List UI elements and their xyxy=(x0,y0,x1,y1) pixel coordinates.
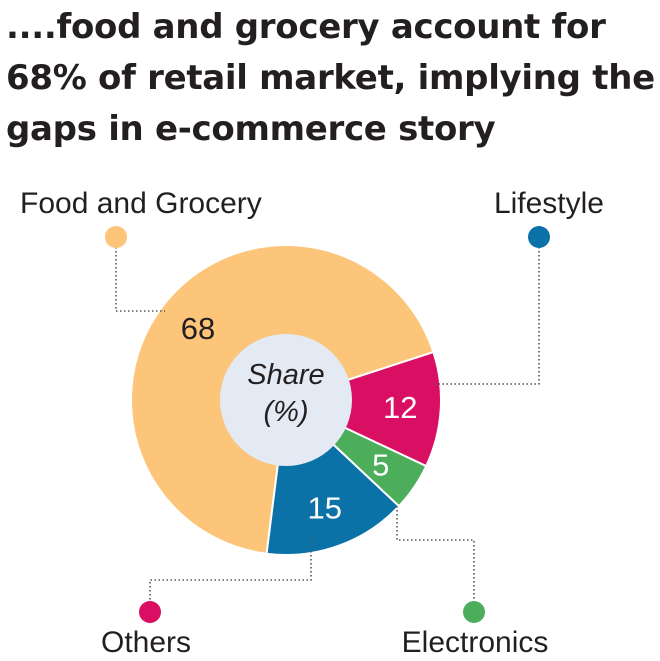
legend-dot-lifestyle xyxy=(528,226,550,248)
leader-lines xyxy=(115,247,540,602)
center-label-line-2: (%) xyxy=(263,396,308,428)
leader-line-lifestyle xyxy=(434,247,540,385)
category-label-others: Others xyxy=(101,626,191,659)
category-label-food-and-grocery: Food and Grocery xyxy=(20,187,262,220)
center-disc xyxy=(220,334,352,466)
leader-line-food-and-grocery xyxy=(115,247,165,312)
category-labels: Food and Grocery Lifestyle Electronics Othe… xyxy=(20,187,604,659)
center-label-line-1: Share xyxy=(247,359,324,391)
value-label-others: 12 xyxy=(383,390,417,425)
headline-line-1: ....food and grocery account for xyxy=(6,7,606,47)
category-label-electronics: Electronics xyxy=(402,626,549,659)
value-label-lifestyle: 15 xyxy=(308,491,342,526)
value-label-food-and-grocery: 68 xyxy=(181,311,215,346)
legend-dot-electronics xyxy=(463,601,485,623)
category-label-lifestyle: Lifestyle xyxy=(494,187,604,220)
legend-dot-food-and-grocery xyxy=(105,226,127,248)
leader-line-electronics xyxy=(396,506,475,602)
legend-dot-others xyxy=(139,601,161,623)
headline-line-2: 68% of retail market, implying the xyxy=(6,58,655,98)
slice-others xyxy=(283,350,442,468)
leader-line-others xyxy=(149,539,312,602)
headline-line-3: gaps in e-commerce story xyxy=(6,109,496,149)
slice-values: 68 15 5 12 xyxy=(181,311,418,526)
headline: ....food and grocery account for 68% of … xyxy=(6,2,656,155)
value-label-electronics: 5 xyxy=(372,447,389,482)
